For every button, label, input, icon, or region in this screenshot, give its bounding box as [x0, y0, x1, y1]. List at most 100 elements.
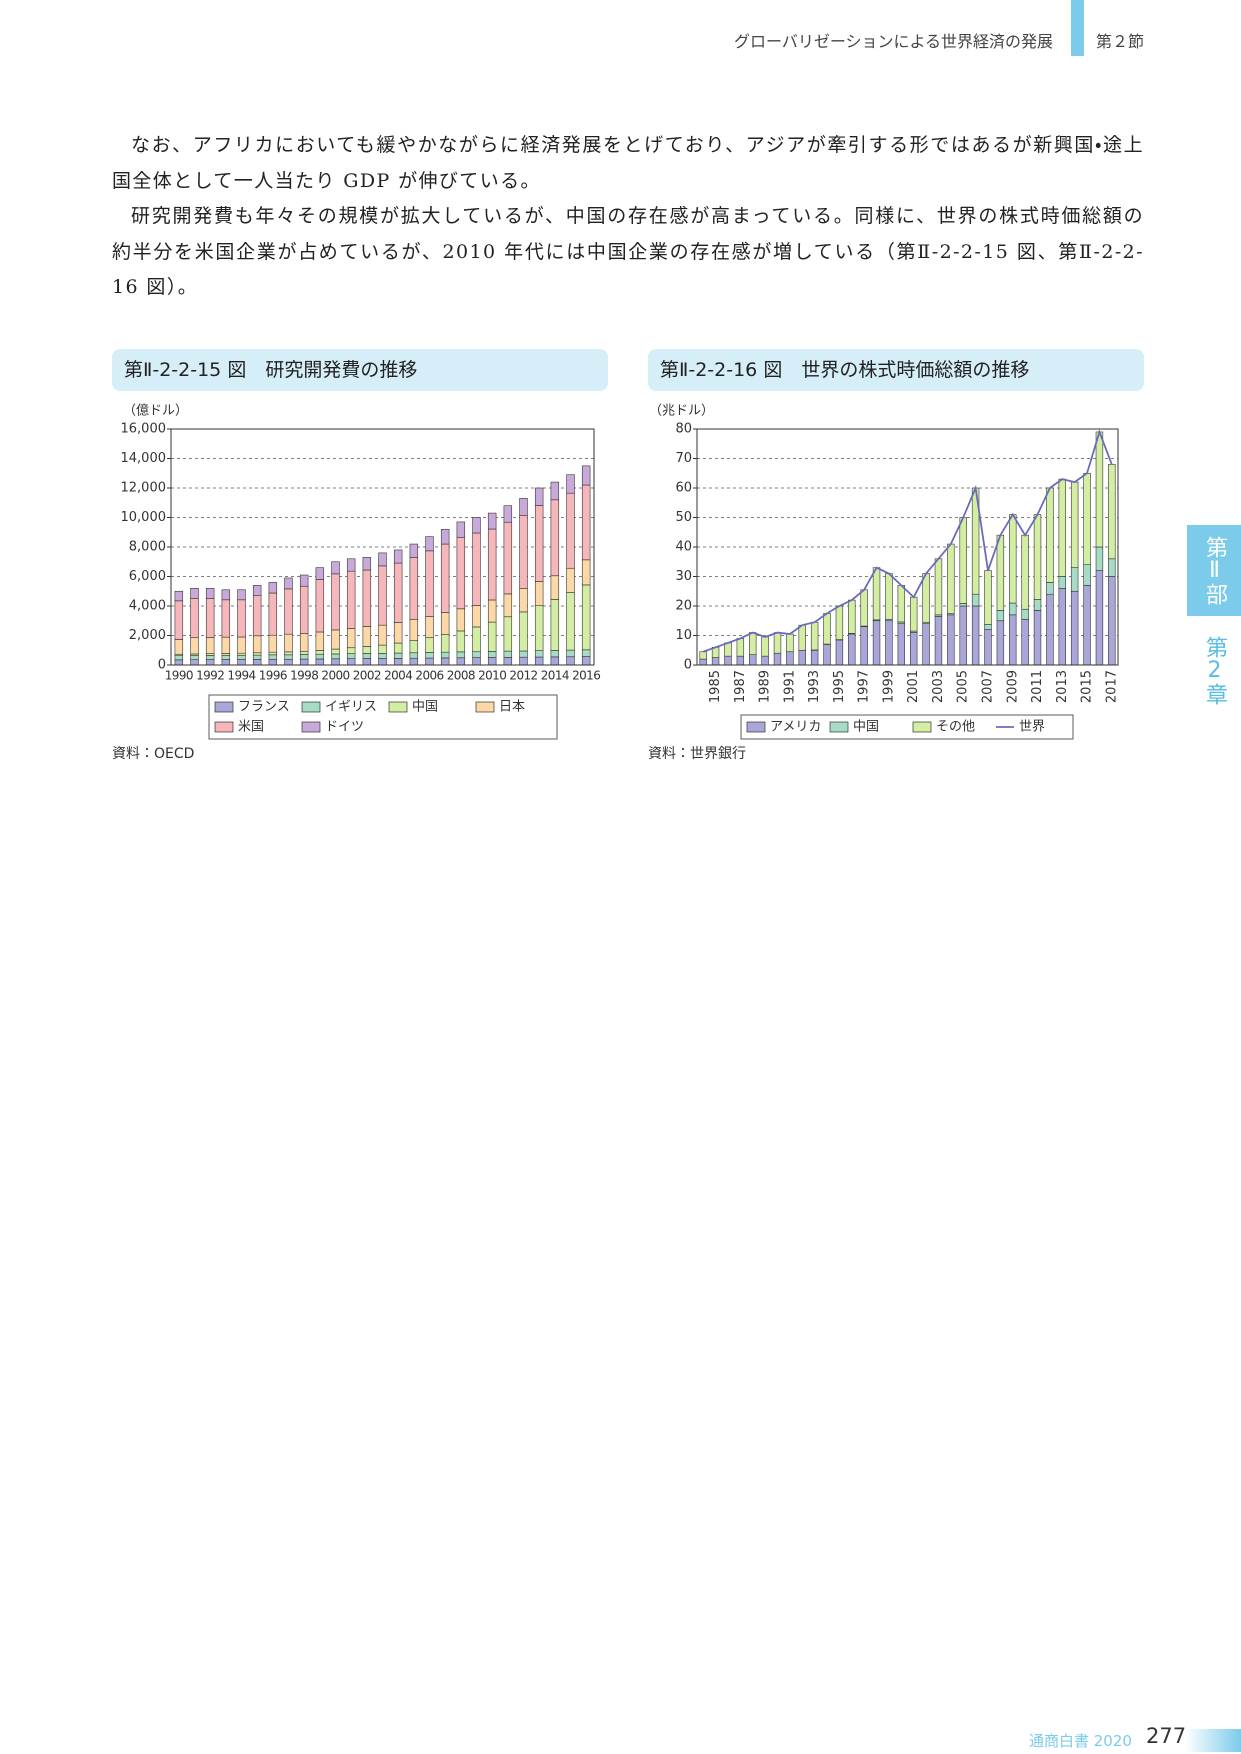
- bar-segment: [897, 623, 906, 666]
- bar-segment: [315, 650, 325, 655]
- y-tick-label: 50: [675, 510, 692, 525]
- source-note: 資料：OECD: [112, 746, 195, 762]
- x-tick-label: 1985: [708, 670, 723, 703]
- x-tick-label: 1992: [196, 669, 224, 683]
- figure-title: 第Ⅱ-2-2-16 図 世界の株式時価総額の推移: [648, 349, 1144, 391]
- bar-segment: [487, 528, 497, 601]
- bar-segment: [346, 628, 356, 649]
- bar-segment: [519, 650, 528, 658]
- bar-segment: [362, 658, 372, 666]
- book-title: 通商白書 2020: [1029, 1732, 1132, 1750]
- bar-segment: [284, 654, 293, 660]
- bar-segment: [409, 652, 419, 659]
- bar-segment: [1046, 487, 1054, 583]
- figure-title: 第Ⅱ-2-2-15 図 研究開発費の推移: [112, 349, 608, 391]
- bar-segment: [284, 658, 293, 666]
- bar-segment: [934, 558, 943, 616]
- bar-segment: [299, 654, 309, 660]
- bar-segment: [1058, 588, 1066, 666]
- x-tick-label: 1990: [165, 669, 193, 683]
- bar-segment: [1009, 602, 1017, 616]
- header-bar: [1071, 0, 1084, 56]
- bar-segment: [909, 596, 918, 632]
- bar-segment: [268, 654, 278, 660]
- x-tick-label: 2013: [1055, 670, 1070, 703]
- bar-segment: [848, 599, 856, 634]
- bar-segment: [519, 514, 528, 589]
- bar-segment: [252, 654, 262, 660]
- bar-segment: [487, 621, 497, 652]
- bar-segment: [566, 656, 575, 666]
- bar-segment: [798, 649, 806, 666]
- bar-segment: [331, 653, 340, 660]
- legend-label: フランス: [238, 700, 290, 715]
- bar-segment: [581, 649, 591, 657]
- bar-segment: [346, 558, 356, 572]
- bar-segment: [503, 505, 513, 523]
- bar-segment: [581, 484, 591, 561]
- bar-segment: [299, 650, 309, 655]
- legend-swatch: [301, 721, 321, 733]
- legend-label: ドイツ: [325, 720, 364, 735]
- bar-segment: [934, 616, 943, 666]
- bar-segment: [534, 487, 544, 506]
- bar-segment: [534, 605, 544, 651]
- bar-segment: [984, 629, 992, 666]
- bar-segment: [503, 521, 513, 595]
- bar-segment: [922, 623, 930, 666]
- bar-segment: [221, 589, 231, 601]
- bar-segment: [711, 657, 720, 666]
- bar-segment: [996, 534, 1005, 611]
- bar-segment: [1070, 590, 1079, 666]
- bar-segment: [1046, 582, 1054, 595]
- bar-segment: [174, 590, 184, 602]
- bar-segment: [984, 570, 992, 625]
- paragraph: なお、アフリカにおいても緩やかながらに経済発展をとげており、アジアが牽引する形で…: [112, 134, 1144, 192]
- legend-swatch: [214, 721, 234, 733]
- bar-segment: [534, 581, 544, 607]
- bar-segment: [736, 638, 745, 657]
- legend-frame: [208, 694, 558, 740]
- bar-segment: [425, 536, 434, 552]
- bar-segment: [550, 575, 560, 600]
- y-tick-label: 10: [675, 628, 692, 643]
- bar-segment: [519, 656, 528, 666]
- bar-segment: [362, 646, 372, 654]
- bar-segment: [1021, 608, 1029, 620]
- bar-segment: [425, 616, 434, 639]
- bar-segment: [835, 605, 844, 640]
- bar-segment: [378, 624, 387, 646]
- x-tick-label: 1991: [782, 670, 797, 703]
- source-note: 資料：世界銀行: [648, 746, 746, 762]
- bar-segment: [268, 592, 278, 636]
- x-tick-label: 2003: [931, 670, 946, 703]
- x-tick-label: 2006: [415, 669, 443, 683]
- bar-segment: [456, 630, 466, 653]
- legend-swatch: [301, 701, 321, 713]
- bar-segment: [440, 651, 450, 659]
- y-tick-label: 4,000: [129, 599, 166, 614]
- bar-segment: [393, 642, 403, 654]
- bar-segment: [534, 656, 544, 666]
- bar-segment: [1095, 570, 1104, 666]
- bar-segment: [823, 613, 831, 645]
- bar-segment: [425, 657, 434, 666]
- page-number: 277: [1146, 1724, 1187, 1748]
- y-tick-label: 60: [675, 481, 692, 496]
- legend-swatch: [829, 721, 849, 733]
- bar-segment: [472, 626, 481, 653]
- x-tick-label: 1999: [881, 670, 896, 703]
- bar-segment: [440, 634, 450, 653]
- y-tick-label: 14,000: [121, 451, 167, 466]
- x-tick-label: 1996: [259, 669, 287, 683]
- bar-segment: [299, 585, 309, 634]
- bar-segment: [761, 636, 769, 657]
- x-tick-label: 2007: [980, 670, 995, 703]
- bar-segment: [456, 608, 466, 632]
- bar-segment: [174, 655, 184, 661]
- bar-segment: [456, 521, 466, 538]
- bar-segment: [550, 599, 560, 651]
- bar-segment: [409, 543, 419, 558]
- bar-segment: [487, 657, 497, 666]
